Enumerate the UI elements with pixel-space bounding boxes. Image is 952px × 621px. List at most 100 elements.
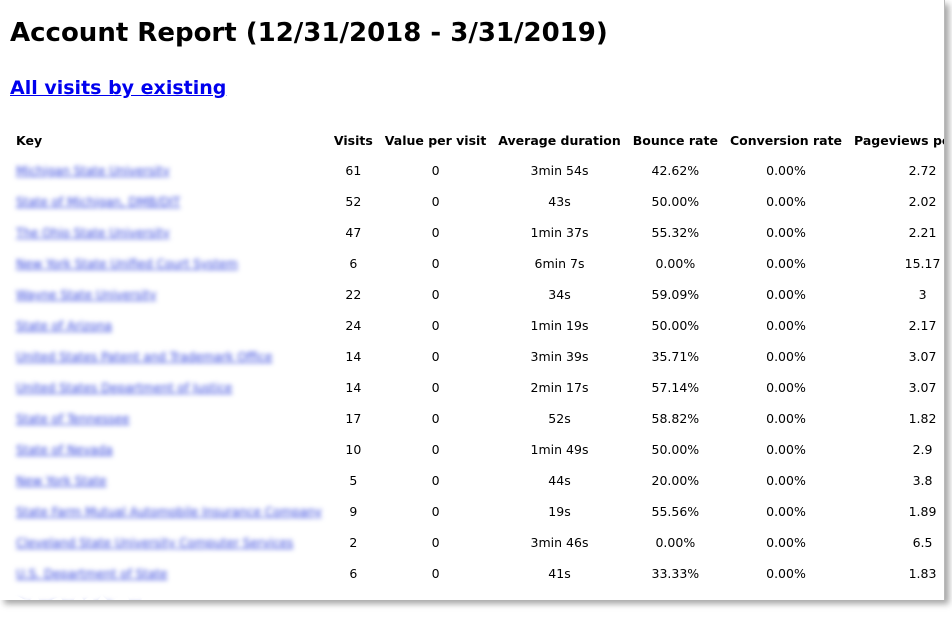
row-key: United States Department of Justice: [10, 372, 328, 403]
row-key-link[interactable]: Wayne State University: [16, 288, 157, 302]
row-key-link[interactable]: State of Nevada: [16, 443, 113, 457]
row-conversion-rate: 0.00%: [766, 287, 806, 302]
table-row: United States Department of Justice 14 0 2m…: [10, 372, 944, 403]
row-key: United States Patent and Trademark Offic…: [10, 341, 328, 372]
row-key-link[interactable]: New York State Unified Court System: [16, 257, 238, 271]
row-key-link[interactable]: State of Michigan, DMB/DIT: [16, 195, 181, 209]
row-pageviews-per-visit: 15.17: [904, 256, 941, 271]
row-key-link[interactable]: State of Arizona: [16, 319, 113, 333]
row-pageviews-per-visit: 2.72: [908, 163, 937, 178]
table-row: State of Arizona 24 0 1min 19s 50.00% 0.00% 2.…: [10, 310, 944, 341]
row-pageviews-per-visit: 3: [918, 287, 927, 302]
row-key-link[interactable]: New York State: [16, 474, 107, 488]
row-key: Michigan State University: [10, 155, 328, 186]
row-value-per-visit: 0: [431, 287, 440, 302]
row-average-duration: 2min 17s: [530, 380, 589, 395]
row-key: Wayne State University: [10, 279, 328, 310]
row-pageviews-per-visit: 6.5: [912, 535, 933, 550]
row-value-per-visit: 0: [431, 318, 440, 333]
row-key: State of Nevada: [10, 434, 328, 465]
col-bounce-rate: Bounce rate: [632, 132, 718, 148]
row-visits: 3: [328, 589, 379, 600]
row-key: Cleveland State University Computer Serv…: [10, 527, 328, 558]
row-key: U.S. Department of State: [10, 558, 328, 589]
row-value-per-visit: 0: [431, 504, 440, 519]
row-bounce-rate: 57.14%: [651, 380, 700, 395]
row-pageviews-per-visit: 3.07: [908, 380, 937, 395]
all-visits-link[interactable]: All visits by existing: [10, 77, 227, 99]
row-average-duration: 44s: [548, 473, 571, 488]
row-conversion-rate: 0.00%: [766, 411, 806, 426]
row-conversion-rate: 0.00%: [766, 256, 806, 271]
row-value-per-visit: 0: [431, 473, 440, 488]
col-value-per-visit: Value per visit: [384, 132, 487, 148]
row-key-link[interactable]: State of Tennessee: [16, 412, 130, 426]
row-bounce-rate: 35.71%: [651, 349, 700, 364]
row-key: New York State Unified Court System: [10, 248, 328, 279]
col-average-duration: Average duration: [498, 132, 621, 148]
row-value-per-visit: 0: [431, 349, 440, 364]
row-bounce-rate: 42.62%: [651, 163, 700, 178]
table-row: The Ohio State University 47 0 1min 37s 55.3…: [10, 217, 944, 248]
row-key-link[interactable]: United States Department of Justice: [16, 381, 233, 395]
row-value-per-visit: 0: [431, 566, 440, 581]
row-visits: 6: [349, 566, 358, 581]
row-key-link[interactable]: United States Patent and Trademark Offic…: [16, 350, 273, 364]
row-value-per-visit: 0: [431, 225, 440, 240]
row-visits: 2: [349, 535, 358, 550]
row-bounce-rate: 0.00%: [655, 256, 696, 271]
row-key-link[interactable]: State Farm Mutual Automobile Insurance C…: [16, 505, 322, 519]
row-conversion-rate: 0.00%: [766, 194, 806, 209]
row-average-duration: 3min 54s: [530, 163, 589, 178]
row-visits: 10: [345, 442, 362, 457]
row-conversion-rate: 0.00%: [766, 473, 806, 488]
row-visits: 52: [345, 194, 362, 209]
row-conversion-rate: 0.00%: [766, 535, 806, 550]
table-row: State Farm Mutual Automobile Insurance C…: [10, 496, 944, 527]
row-bounce-rate: 58.82%: [651, 411, 700, 426]
row-value-per-visit: 0: [431, 163, 440, 178]
row-visits: 6: [349, 256, 358, 271]
row-value-per-visit: 0: [431, 442, 440, 457]
row-conversion-rate: 0.00%: [766, 225, 806, 240]
row-pageviews-per-visit: 2.02: [908, 194, 937, 209]
table-row: State of Tennessee 17 0 52s 58.82% 0.00% 1.82: [10, 403, 944, 434]
row-key-link[interactable]: U.S. Department of State: [16, 567, 168, 581]
report-page: Account Report (12/31/2018 - 3/31/2019) …: [10, 0, 945, 600]
table-row: New York State Unified Court System 6 0 6mi…: [10, 248, 944, 279]
row-value-per-visit: 0: [431, 380, 440, 395]
row-conversion-rate: 0.00%: [766, 163, 806, 178]
row-value-per-visit: 0: [431, 535, 440, 550]
row-average-duration: 1min 37s: [530, 225, 589, 240]
row-bounce-rate: 59.09%: [651, 287, 700, 302]
table-row: State of Nevada 10 0 1min 49s 50.00% 0.00% 2.9: [10, 434, 944, 465]
row-average-duration: 3min 46s: [530, 535, 589, 550]
row-conversion-rate: 0.00%: [766, 566, 806, 581]
row-key-link[interactable]: Cleveland State University Computer Serv…: [16, 536, 294, 550]
page-title: Account Report (12/31/2018 - 3/31/2019): [10, 18, 608, 48]
row-key: State of Michigan, DMB/DIT: [10, 186, 328, 217]
row-average-duration: 41s: [548, 566, 571, 581]
col-conversion-rate: Conversion rate: [729, 132, 843, 148]
row-key: New York State: [10, 465, 328, 496]
row-conversion-rate: 0.00%: [766, 318, 806, 333]
row-average-duration: 19s: [548, 504, 571, 519]
row-average-duration: 1min 49s: [530, 442, 589, 457]
row-conversion-rate: 0.00%: [766, 442, 806, 457]
row-value-per-visit: 0: [379, 589, 493, 600]
table-row: Michigan State University 61 0 3min 54s 42.6…: [10, 155, 944, 186]
table-row: United States Patent and Trademark Offic…: [10, 341, 944, 372]
row-key: The Ohio State University: [10, 217, 328, 248]
row-pageviews-per-visit: 1.83: [908, 566, 937, 581]
row-pageviews-per-visit: 1.82: [908, 411, 937, 426]
row-value-per-visit: 0: [431, 411, 440, 426]
row-bounce-rate: 33.33%: [651, 566, 700, 581]
row-value-per-visit: 0: [431, 256, 440, 271]
row-key-link[interactable]: Michigan State University: [16, 164, 170, 178]
row-pageviews-per-visit: 3.07: [908, 349, 937, 364]
row-average-duration: 1min 19s: [530, 318, 589, 333]
row-visits: 17: [345, 411, 362, 426]
row-conversion-rate: 0.00%: [766, 504, 806, 519]
row-key-link[interactable]: The Ohio State University: [16, 226, 170, 240]
row-bounce-rate: 0.00%: [655, 535, 696, 550]
